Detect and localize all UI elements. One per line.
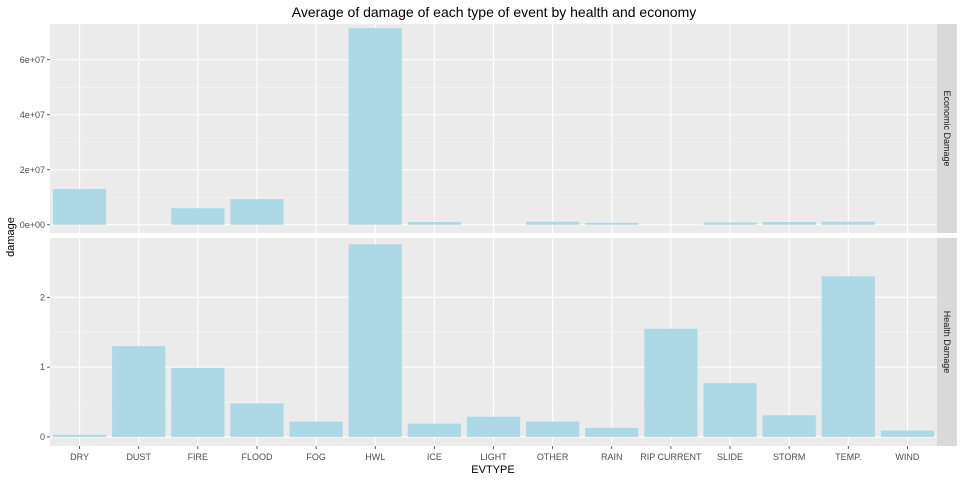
x-axis: DRY DUST FIRE FLOOD FOG HWL ICE LIGHT OTHER RAIN R… <box>70 446 920 462</box>
y-tick-label: 2 <box>40 292 45 302</box>
x-tick-label: FOG <box>306 452 326 462</box>
bar <box>585 427 639 437</box>
facet-strip <box>937 24 957 233</box>
x-tick-label: RAIN <box>601 452 623 462</box>
bar <box>348 28 402 225</box>
bar <box>171 208 225 225</box>
bar <box>52 189 107 225</box>
x-tick-label: SLIDE <box>717 452 743 462</box>
bar <box>230 199 284 225</box>
bar <box>289 421 343 437</box>
bar <box>703 383 757 437</box>
y-tick-label: 0 <box>40 432 45 442</box>
bar <box>703 222 757 225</box>
y-tick-label: 0e+00 <box>20 220 45 230</box>
facet-strip <box>937 238 957 446</box>
x-axis-title: EVTYPE <box>471 464 514 476</box>
x-tick-label: DUST <box>126 452 151 462</box>
x-tick-label: TEMP. <box>835 452 861 462</box>
y-axis-title: damage <box>5 217 17 257</box>
x-tick-label: DRY <box>70 452 89 462</box>
bar <box>230 403 284 437</box>
x-tick-label: RIP CURRENT <box>640 452 702 462</box>
bar <box>526 221 580 225</box>
x-tick-label: LIGHT <box>480 452 507 462</box>
x-tick-label: WIND <box>895 452 919 462</box>
y-tick-label: 1 <box>40 362 45 372</box>
bar <box>880 430 935 437</box>
bar <box>407 222 461 225</box>
bar <box>52 434 107 437</box>
x-tick-label: HWL <box>365 452 385 462</box>
chart-title: Average of damage of each type of event … <box>292 4 696 20</box>
bar <box>644 328 698 437</box>
y-tick-label: 4e+07 <box>20 110 45 120</box>
bar <box>821 276 875 437</box>
bar <box>762 222 816 225</box>
facet-panel: 0 1 2 Health Damage <box>40 238 957 446</box>
bar <box>171 367 225 437</box>
bar <box>466 416 521 437</box>
x-tick-label: OTHER <box>537 452 569 462</box>
bar <box>348 244 402 437</box>
bar <box>585 222 639 225</box>
facet-strip-label: Economic Damage <box>942 90 952 166</box>
bar <box>821 221 875 225</box>
x-tick-label: STORM <box>773 452 805 462</box>
facet-panel: 0e+00 2e+07 4e+07 6e+07 Economic Damage <box>20 24 957 233</box>
x-tick-label: FLOOD <box>241 452 273 462</box>
facets: 0e+00 2e+07 4e+07 6e+07 Economic Damage 0 1 2 He… <box>20 24 957 446</box>
x-tick-label: FIRE <box>188 452 209 462</box>
x-tick-label: ICE <box>427 452 442 462</box>
bar <box>407 423 461 437</box>
bar <box>112 346 166 437</box>
y-tick-label: 6e+07 <box>20 55 45 65</box>
facet-strip-label: Health Damage <box>942 311 952 374</box>
bar <box>762 415 816 437</box>
y-tick-label: 2e+07 <box>20 165 45 175</box>
bar <box>526 421 580 437</box>
